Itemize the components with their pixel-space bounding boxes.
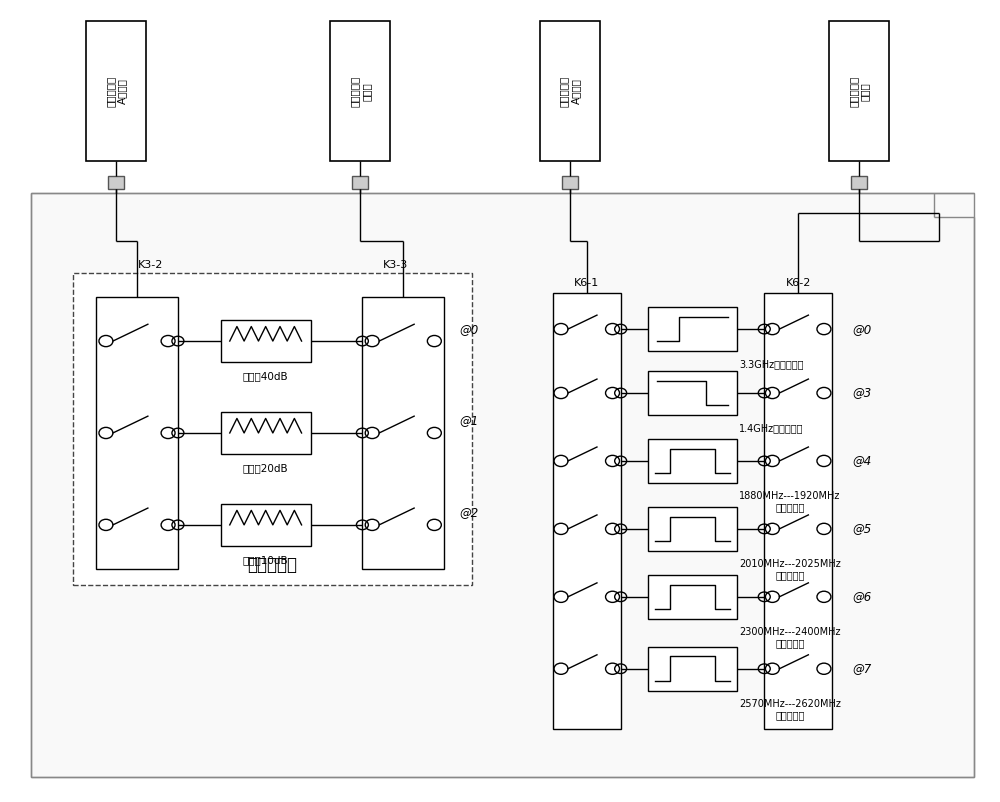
Text: @5: @5	[852, 522, 872, 536]
FancyBboxPatch shape	[96, 297, 178, 569]
FancyBboxPatch shape	[221, 504, 311, 545]
Text: 衰减器10dB: 衰减器10dB	[243, 555, 288, 565]
FancyBboxPatch shape	[648, 307, 737, 351]
Text: @2: @2	[459, 506, 479, 520]
FancyBboxPatch shape	[221, 412, 311, 454]
Text: 2570MHz---2620MHz
带阻滤波器: 2570MHz---2620MHz 带阻滤波器	[739, 699, 841, 720]
Text: 2300MHz---2400MHz
带阻滤波器: 2300MHz---2400MHz 带阻滤波器	[739, 627, 841, 648]
Text: K6-1: K6-1	[574, 277, 599, 288]
Text: @7: @7	[852, 662, 872, 675]
FancyBboxPatch shape	[851, 176, 867, 189]
Text: 天线测试仪
用天线: 天线测试仪 用天线	[848, 75, 870, 107]
FancyBboxPatch shape	[553, 293, 621, 729]
Text: 1880MHz---1920MHz
带阻滤波器: 1880MHz---1920MHz 带阻滤波器	[739, 491, 841, 512]
Text: 天线测试仪
A型天线: 天线测试仪 A型天线	[559, 75, 581, 107]
Text: @6: @6	[852, 590, 872, 603]
FancyBboxPatch shape	[648, 575, 737, 619]
FancyBboxPatch shape	[764, 293, 832, 729]
FancyBboxPatch shape	[829, 22, 889, 161]
FancyBboxPatch shape	[330, 22, 390, 161]
Text: 衰减器模块: 衰减器模块	[248, 556, 298, 574]
Text: 2010MHz---2025MHz
带阻滤波器: 2010MHz---2025MHz 带阻滤波器	[739, 559, 841, 581]
Text: 天线测试仪
用天线: 天线测试仪 用天线	[350, 75, 371, 107]
FancyBboxPatch shape	[648, 507, 737, 551]
Text: 3.3GHz高通滤波器: 3.3GHz高通滤波器	[739, 359, 804, 369]
Text: 衰减器40dB: 衰减器40dB	[243, 371, 288, 381]
FancyBboxPatch shape	[108, 176, 124, 189]
Text: @0: @0	[459, 322, 479, 335]
FancyBboxPatch shape	[648, 439, 737, 483]
FancyBboxPatch shape	[352, 176, 368, 189]
Text: @1: @1	[459, 415, 479, 427]
Text: K3-3: K3-3	[383, 260, 408, 270]
FancyBboxPatch shape	[73, 273, 472, 585]
FancyBboxPatch shape	[86, 22, 146, 161]
FancyBboxPatch shape	[562, 176, 578, 189]
FancyBboxPatch shape	[31, 193, 974, 776]
FancyBboxPatch shape	[540, 22, 600, 161]
FancyBboxPatch shape	[221, 320, 311, 362]
Text: 1.4GHz低通滤波器: 1.4GHz低通滤波器	[739, 423, 804, 433]
FancyBboxPatch shape	[648, 371, 737, 415]
Text: K6-2: K6-2	[785, 277, 811, 288]
Text: 衰减器20dB: 衰减器20dB	[243, 463, 288, 473]
FancyBboxPatch shape	[362, 297, 444, 569]
Text: 天线测试仪
A型天线: 天线测试仪 A型天线	[105, 75, 127, 107]
Text: K3-2: K3-2	[138, 260, 164, 270]
FancyBboxPatch shape	[648, 646, 737, 691]
Text: @4: @4	[852, 455, 872, 468]
Text: @3: @3	[852, 387, 872, 399]
Text: @0: @0	[852, 322, 872, 335]
